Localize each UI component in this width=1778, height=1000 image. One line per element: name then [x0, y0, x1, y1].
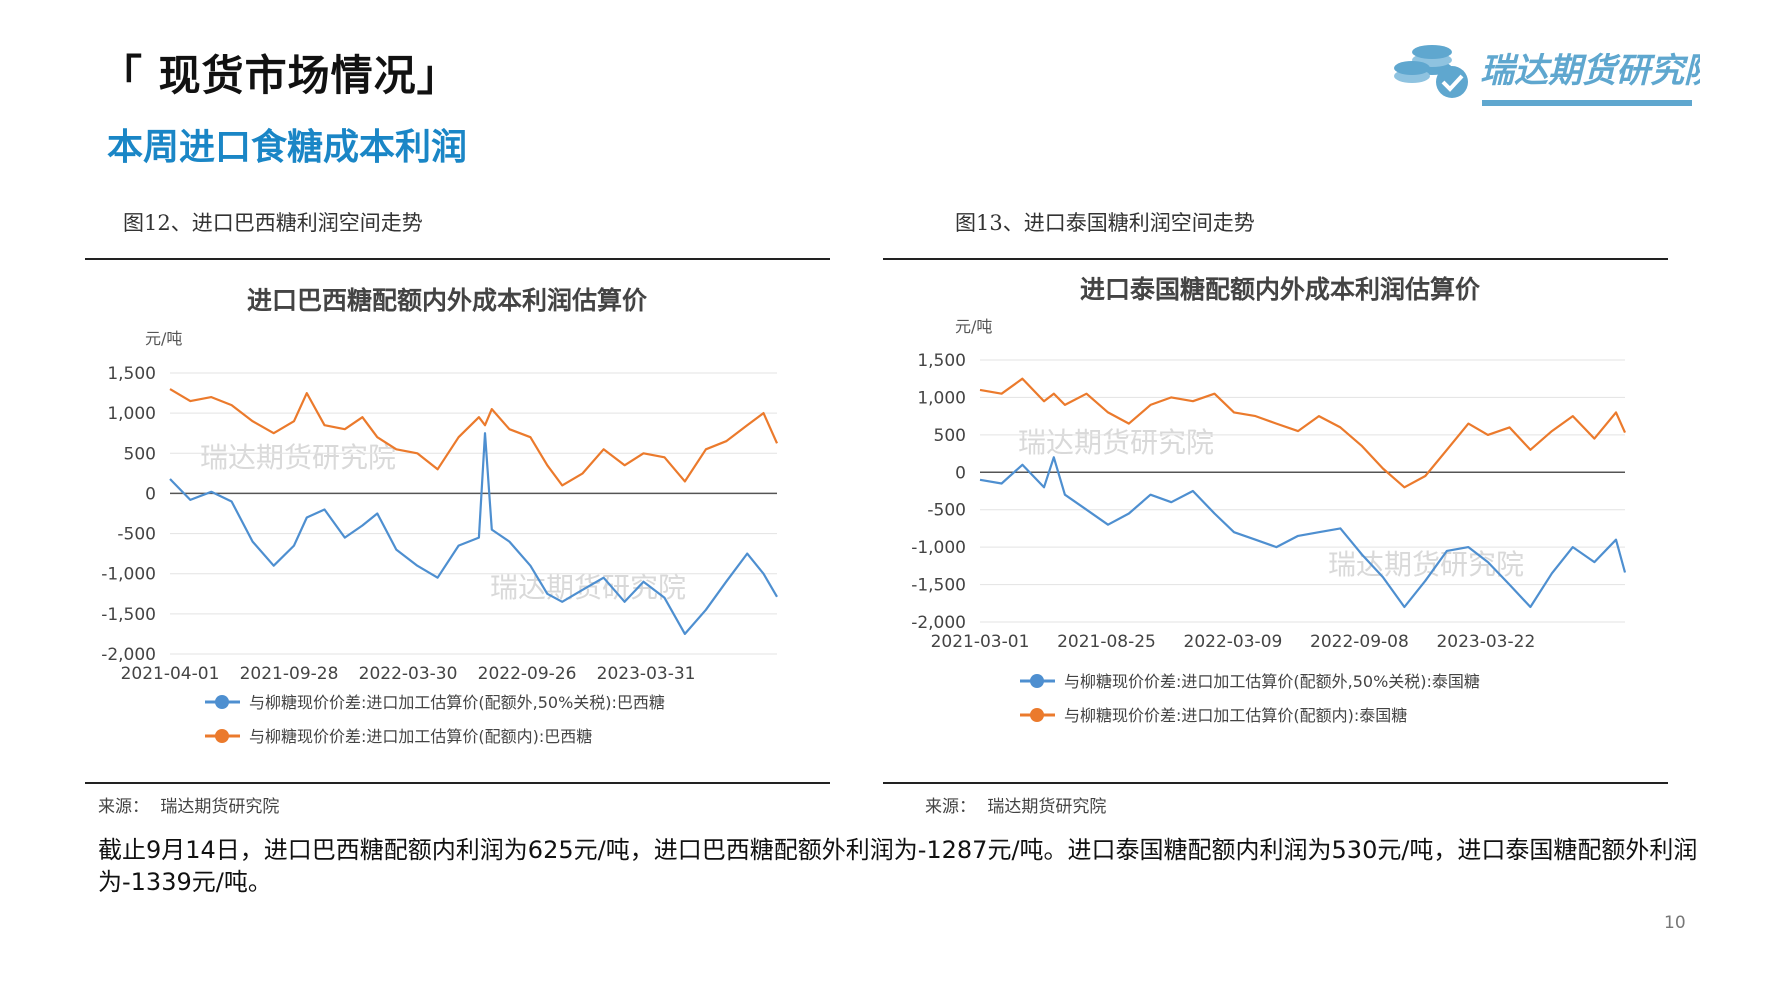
y-tick-label: 0 — [145, 484, 156, 504]
y-tick-label: -500 — [927, 501, 966, 521]
x-tick-label: 2022-03-09 — [1184, 632, 1283, 652]
legend-label: 与柳糖现价价差:进口加工估算价(配额外,50%关税):巴西糖 — [249, 693, 665, 712]
y-tick-label: 1,500 — [917, 351, 966, 371]
logo-text: 瑞达期货研究院 — [1480, 51, 1700, 91]
x-tick-label: 2021-08-25 — [1057, 632, 1156, 652]
legend-label: 与柳糖现价价差:进口加工估算价(配额内):泰国糖 — [1064, 706, 1407, 725]
x-tick-label: 2021-03-01 — [931, 632, 1030, 652]
summary-text: 截止9月14日，进口巴西糖配额内利润为625元/吨，进口巴西糖配额外利润为-12… — [98, 836, 1698, 896]
source-note: 来源： 瑞达期货研究院 — [925, 792, 1106, 817]
legend: 与柳糖现价价差:进口加工估算价(配额外,50%关税):泰国糖 与柳糖现价价差:进… — [1020, 672, 1480, 725]
thailand-sugar-profit-chart: 进口泰国糖配额内外成本利润估算价 元/吨 瑞达期货研究院 瑞达期货研究院 1,5… — [911, 275, 1627, 725]
legend-item-orange[interactable]: 与柳糖现价价差:进口加工估算价(配额内):泰国糖 — [1020, 706, 1407, 725]
figure-top-rule — [85, 258, 830, 260]
y-tick-label: -1,500 — [101, 605, 156, 625]
y-tick-label: 500 — [934, 426, 966, 446]
legend-label: 与柳糖现价价差:进口加工估算价(配额内):巴西糖 — [249, 727, 592, 746]
company-logo: 瑞达期货研究院 — [1394, 45, 1700, 106]
source-name: 瑞达期货研究院 — [987, 797, 1107, 817]
figure-bottom-rule — [883, 782, 1668, 784]
y-tick-label: -2,000 — [101, 645, 156, 665]
figure-top-rule — [883, 258, 1668, 260]
plot-area: 1,5001,0005000-500-1,000-1,500-2,0002021… — [911, 351, 1627, 652]
chart-watermark: 瑞达期货研究院 — [1328, 548, 1524, 581]
series-line-orange — [979, 377, 1627, 489]
chart-watermark: 瑞达期货研究院 — [1018, 426, 1214, 459]
y-tick-label: -1,000 — [911, 538, 966, 558]
y-axis-label: 元/吨 — [145, 329, 182, 348]
y-tick-label: 1,000 — [917, 388, 966, 408]
legend-label: 与柳糖现价价差:进口加工估算价(配额外,50%关税):泰国糖 — [1064, 672, 1480, 691]
page-number: 10 — [1664, 913, 1686, 933]
source-label: 来源： — [98, 797, 149, 817]
x-tick-label: 2023-03-22 — [1436, 632, 1535, 652]
chart-watermark: 瑞达期货研究院 — [200, 441, 396, 474]
section-title: 「 现货市场情况」 — [100, 51, 460, 100]
coins-check-icon — [1394, 45, 1468, 98]
chart-title: 进口泰国糖配额内外成本利润估算价 — [1080, 275, 1481, 304]
y-axis-label: 元/吨 — [955, 317, 992, 336]
y-tick-label: -1,500 — [911, 576, 966, 596]
series-line-blue — [979, 456, 1627, 609]
x-tick-label: 2022-09-08 — [1310, 632, 1409, 652]
x-tick-label: 2022-03-30 — [359, 664, 458, 684]
x-tick-label: 2021-09-28 — [240, 664, 339, 684]
legend: 与柳糖现价价差:进口加工估算价(配额外,50%关税):巴西糖 与柳糖现价价差:进… — [205, 693, 665, 746]
y-tick-label: 1,500 — [107, 364, 156, 384]
y-tick-label: 0 — [955, 463, 966, 483]
series-line-orange — [169, 388, 779, 487]
brazil-sugar-profit-chart: 进口巴西糖配额内外成本利润估算价 元/吨 瑞达期货研究院 瑞达期货研究院 1,5… — [101, 286, 779, 746]
page-subtitle: 本周进口食糖成本利润 — [107, 127, 468, 168]
chart-title: 进口巴西糖配额内外成本利润估算价 — [247, 286, 648, 315]
figure-bottom-rule — [85, 782, 830, 784]
y-tick-label: -2,000 — [911, 613, 966, 633]
legend-item-orange[interactable]: 与柳糖现价价差:进口加工估算价(配额内):巴西糖 — [205, 727, 592, 746]
x-tick-label: 2021-04-01 — [121, 664, 220, 684]
source-note: 来源： 瑞达期货研究院 — [98, 792, 279, 817]
x-tick-label: 2022-09-26 — [478, 664, 577, 684]
figure-caption: 图12、进口巴西糖利润空间走势 — [123, 211, 423, 235]
y-tick-label: 500 — [124, 444, 156, 464]
figure-caption: 图13、进口泰国糖利润空间走势 — [955, 211, 1255, 235]
y-tick-label: -1,000 — [101, 565, 156, 585]
source-name: 瑞达期货研究院 — [160, 797, 280, 817]
source-label: 来源： — [925, 797, 976, 817]
y-tick-label: -500 — [117, 525, 156, 545]
y-tick-label: 1,000 — [107, 404, 156, 424]
legend-item-blue[interactable]: 与柳糖现价价差:进口加工估算价(配额外,50%关税):泰国糖 — [1020, 672, 1480, 691]
x-tick-label: 2023-03-31 — [597, 664, 696, 684]
legend-item-blue[interactable]: 与柳糖现价价差:进口加工估算价(配额外,50%关税):巴西糖 — [205, 693, 665, 712]
plot-area: 1,5001,0005000-500-1,000-1,500-2,0002021… — [101, 364, 779, 684]
series-line-blue — [169, 432, 778, 635]
